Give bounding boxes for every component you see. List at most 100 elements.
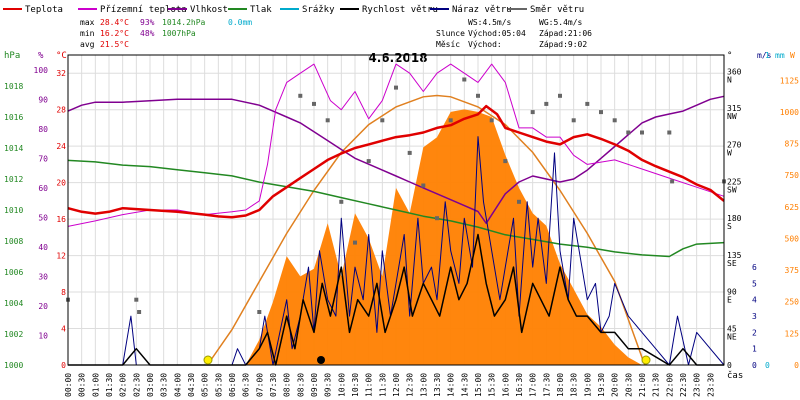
wind-ws: WS:4.5m/s	[468, 18, 512, 27]
series-teplota	[67, 104, 725, 219]
series-tlak	[67, 159, 725, 258]
wind-direction-point	[476, 93, 480, 98]
tick-percent: 90	[38, 95, 48, 104]
series-solar-theoretical	[206, 94, 646, 366]
tick-ms: 3	[752, 312, 757, 321]
wind-direction-point	[257, 310, 262, 314]
tick-time: 14:30	[460, 373, 469, 397]
tick-direction-name: NW	[727, 112, 737, 121]
sun-rise: Východ:05:04	[468, 29, 526, 38]
wind-direction-point	[489, 118, 494, 123]
axis-unit-ms: m/s	[757, 51, 772, 60]
sun-moon-info: WS:4.5m/s WG:5.4m/s Slunce Východ:05:04 …	[436, 18, 592, 49]
legend: Teplota Přízemní teplota Vlhkost Tlak Sr…	[3, 5, 584, 15]
tick-time: 04:00	[173, 373, 182, 397]
tick-time: 19:00	[583, 373, 592, 397]
tick-celsius: 16	[56, 215, 66, 224]
tick-percent: 40	[38, 243, 48, 252]
tick-time: 09:00	[310, 373, 319, 397]
legend-rychlost-vetru: Rychlost větru	[362, 5, 438, 15]
tick-time: 17:00	[529, 373, 538, 397]
legend-naraz-vetru: Náraz větru	[452, 5, 512, 15]
tick-hpa: 1000	[4, 361, 23, 370]
tick-direction-name: SE	[727, 259, 737, 268]
tick-celsius: 12	[56, 252, 66, 261]
tick-percent: 80	[38, 125, 48, 134]
tick-wm2: 0	[794, 361, 799, 370]
tick-direction: 315	[727, 104, 742, 113]
tick-time: 06:30	[242, 373, 251, 397]
tick-time: 08:00	[283, 373, 292, 397]
sun-set: Západ:21:06	[539, 29, 592, 38]
tick-direction-name: E	[727, 296, 732, 305]
tick-celsius: 28	[56, 106, 66, 115]
stat-avg-temp: 21.5°C	[100, 40, 129, 49]
tick-time: 08:30	[296, 373, 305, 397]
tick-time: 11:30	[378, 373, 387, 397]
stats: max 28.4°C 93% 1014.2hPa 0.0mm min 16.2°…	[80, 18, 252, 49]
tick-celsius: 20	[56, 179, 66, 188]
tick-percent: 30	[38, 272, 48, 281]
tick-direction: 360	[727, 67, 742, 76]
tick-percent: 60	[38, 184, 48, 193]
tick-hpa: 1002	[4, 330, 23, 339]
wind-direction-point	[585, 101, 590, 106]
tick-time: 12:30	[406, 373, 415, 397]
wind-direction-point	[640, 130, 644, 135]
wind-direction-point	[571, 118, 576, 123]
wind-direction-point	[462, 77, 467, 82]
stat-max-temp: 28.4°C	[100, 18, 129, 27]
wind-direction-point	[312, 101, 316, 106]
tick-time: 18:00	[556, 373, 565, 397]
wind-direction-point	[599, 110, 603, 115]
wind-direction-point	[612, 118, 617, 123]
tick-time: 09:30	[324, 373, 333, 397]
wind-direction-point	[626, 130, 631, 135]
tick-direction-name: SW	[727, 185, 737, 194]
sunrise-marker	[203, 355, 213, 365]
tick-wm2: 375	[785, 266, 800, 275]
tick-hpa: 1008	[4, 237, 23, 246]
tick-percent: 50	[38, 213, 48, 222]
tick-direction: 90	[727, 288, 737, 297]
tick-time: 03:30	[160, 373, 169, 397]
stat-max-rain: 0.0mm	[228, 18, 252, 27]
wind-direction-point	[667, 130, 672, 135]
tick-celsius: 4	[61, 325, 66, 334]
tick-direction: 270	[727, 141, 742, 150]
tick-wm2: 125	[785, 329, 800, 338]
stat-avg-label: avg	[80, 40, 95, 49]
tick-time: 13:00	[419, 373, 428, 397]
tick-time: 19:30	[597, 373, 606, 397]
tick-time: 23:00	[693, 373, 702, 397]
sunset-marker	[641, 355, 651, 365]
wind-direction-point	[394, 85, 398, 90]
stat-max-label: max	[80, 18, 95, 27]
tick-time: 10:30	[351, 373, 360, 397]
series-lines	[66, 63, 726, 366]
tick-ms: 4	[752, 296, 757, 305]
tick-celsius: 0	[61, 361, 66, 370]
tick-direction: 225	[727, 177, 742, 186]
wind-direction-point	[517, 199, 521, 204]
wind-direction-point	[366, 159, 371, 164]
moon-rise: Východ:	[468, 40, 502, 49]
wind-direction-point	[353, 240, 357, 245]
legend-vlhkost: Vlhkost	[190, 5, 228, 15]
tick-hpa: 1010	[4, 206, 23, 215]
moon-set: Západ:9:02	[539, 40, 587, 49]
wind-direction-point	[435, 216, 439, 221]
tick-time: 18:30	[570, 373, 579, 397]
tick-percent: 100	[34, 66, 49, 75]
tick-labels: 1018101610141012101010081006100410021000…	[4, 51, 799, 397]
tick-time: 11:00	[365, 373, 374, 397]
tick-hpa: 1004	[4, 299, 23, 308]
solar-radiation-layer	[206, 94, 646, 366]
tick-time: 20:00	[611, 373, 620, 397]
stat-min-temp: 16.2°C	[100, 29, 129, 38]
legend-tlak: Tlak	[250, 5, 272, 15]
tick-time: 06:00	[228, 373, 237, 397]
tick-time: 17:30	[542, 373, 551, 397]
chart-title: 4.6.2018	[368, 51, 427, 65]
tick-direction: 0	[727, 361, 732, 370]
